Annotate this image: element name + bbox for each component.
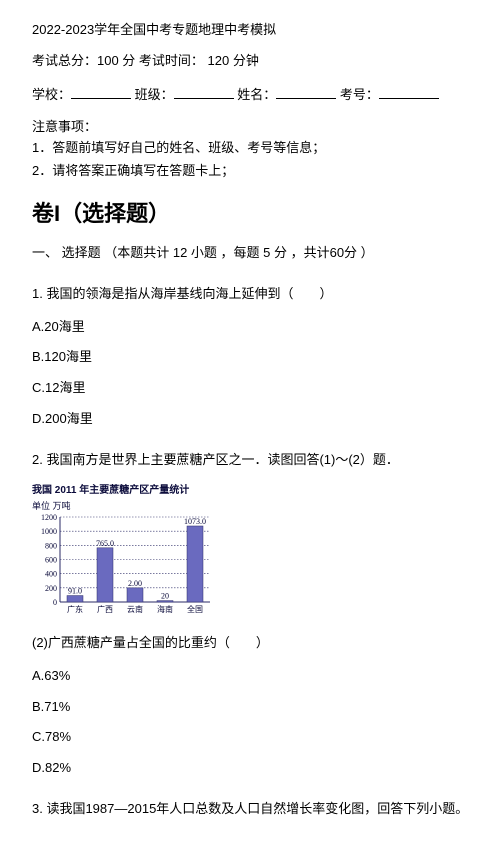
svg-text:广东: 广东 bbox=[67, 604, 83, 614]
svg-text:1000: 1000 bbox=[41, 527, 57, 536]
q2-option-b[interactable]: B.71% bbox=[32, 697, 472, 718]
svg-text:20: 20 bbox=[161, 592, 169, 601]
q1-option-d[interactable]: D.200海里 bbox=[32, 409, 472, 430]
svg-text:200: 200 bbox=[45, 584, 57, 593]
svg-text:765.0: 765.0 bbox=[96, 539, 114, 548]
subsection: 一、 选择题 （本题共计 12 小题 ，每题 5 分 ，共计60分 ） bbox=[32, 243, 472, 264]
svg-text:1073.0: 1073.0 bbox=[184, 517, 206, 526]
svg-text:2.00: 2.00 bbox=[128, 579, 142, 588]
q2-sub: (2)广西蔗糖产量占全国的比重约（ ） bbox=[32, 633, 472, 654]
q2-option-c[interactable]: C.78% bbox=[32, 727, 472, 748]
school-blank[interactable] bbox=[71, 84, 131, 99]
q2-option-a[interactable]: A.63% bbox=[32, 666, 472, 687]
examno-blank[interactable] bbox=[379, 84, 439, 99]
examno-label: 考号： bbox=[340, 87, 379, 102]
svg-text:广西: 广西 bbox=[97, 604, 113, 614]
svg-text:1200: 1200 bbox=[41, 513, 57, 522]
svg-text:91.0: 91.0 bbox=[68, 586, 82, 595]
svg-text:云南: 云南 bbox=[127, 604, 143, 614]
class-blank[interactable] bbox=[174, 84, 234, 99]
svg-text:400: 400 bbox=[45, 570, 57, 579]
chart-title: 我国 2011 年主要蔗糖产区产量统计 bbox=[32, 483, 472, 499]
doc-title: 2022-2023学年全国中考专题地理中考模拟 bbox=[32, 20, 472, 41]
name-blank[interactable] bbox=[276, 84, 336, 99]
class-label: 班级： bbox=[135, 87, 174, 102]
svg-text:600: 600 bbox=[45, 555, 57, 564]
notice-item: 2．请将答案正确填写在答题卡上； bbox=[32, 161, 472, 182]
notice-item: 1．答题前填写好自己的姓名、班级、考号等信息； bbox=[32, 138, 472, 159]
q2-chart: 我国 2011 年主要蔗糖产区产量统计 单位 万吨 0 200 400 600 800 1… bbox=[32, 483, 472, 623]
q1-option-b[interactable]: B.120海里 bbox=[32, 347, 472, 368]
svg-text:全国: 全国 bbox=[187, 604, 203, 614]
section-title: 卷I（选择题） bbox=[32, 196, 472, 231]
q3-stem: 3. 读我国1987—2015年人口总数及人口自然增长率变化图，回答下列小题。 bbox=[32, 799, 472, 820]
q2-option-d[interactable]: D.82% bbox=[32, 758, 472, 779]
chart-unit: 单位 万吨 bbox=[32, 499, 472, 513]
notice-head: 注意事项： bbox=[32, 117, 472, 138]
name-label: 姓名： bbox=[237, 87, 276, 102]
q1-option-c[interactable]: C.12海里 bbox=[32, 378, 472, 399]
fill-line: 学校： 班级： 姓名： 考号： bbox=[32, 84, 472, 106]
doc-meta: 考试总分：100 分 考试时间： 120 分钟 bbox=[32, 51, 472, 72]
q1-stem: 1. 我国的领海是指从海岸基线向海上延伸到（ ） bbox=[32, 284, 472, 305]
svg-text:0: 0 bbox=[53, 598, 57, 607]
svg-text:海南: 海南 bbox=[157, 604, 173, 614]
q2-stem: 2. 我国南方是世界上主要蔗糖产区之一．读图回答(1)～(2）题． bbox=[32, 450, 472, 471]
q1-option-a[interactable]: A.20海里 bbox=[32, 317, 472, 338]
chart-svg: 0 200 400 600 800 1000 1200 91.0 广东 765.0 广西 2.00 云南… bbox=[32, 513, 222, 623]
school-label: 学校： bbox=[32, 87, 71, 102]
svg-text:800: 800 bbox=[45, 541, 57, 550]
